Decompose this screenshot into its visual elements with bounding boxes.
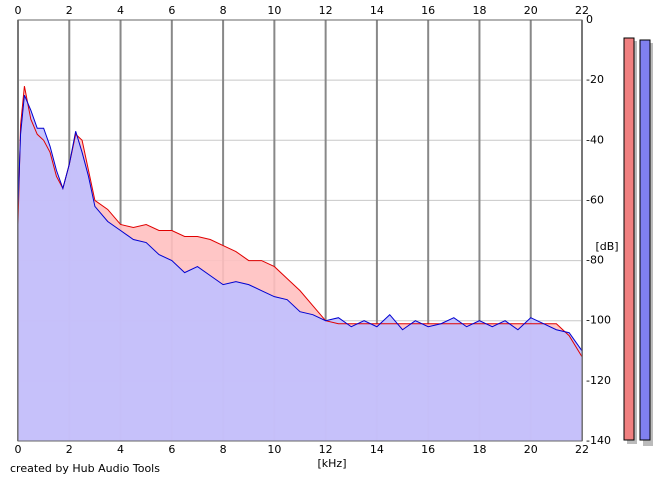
plot-frame — [17, 19, 583, 442]
y-tick-label: -20 — [586, 73, 604, 86]
left-meter — [623, 37, 635, 441]
y-tick-label: 0 — [586, 13, 593, 26]
x-tick-label-top: 22 — [575, 4, 589, 17]
y-tick-label: -40 — [586, 133, 604, 146]
x-tick-label-bottom: 14 — [370, 443, 384, 456]
x-tick-label-top: 14 — [370, 4, 384, 17]
x-tick-label-top: 18 — [472, 4, 486, 17]
y-tick-label: -140 — [586, 434, 611, 447]
right-meter — [639, 39, 651, 441]
y-tick-label: -100 — [586, 314, 611, 327]
x-tick-label-bottom: 0 — [15, 443, 22, 456]
y-tick-label: -80 — [586, 254, 604, 267]
x-tick-label-top: 4 — [117, 4, 124, 17]
x-tick-label-bottom: 4 — [117, 443, 124, 456]
y-tick-label: -120 — [586, 374, 611, 387]
x-tick-label-bottom: 8 — [220, 443, 227, 456]
x-tick-label-top: 12 — [319, 4, 333, 17]
x-tick-label-bottom: 12 — [319, 443, 333, 456]
x-tick-label-bottom: 18 — [472, 443, 486, 456]
x-tick-label-bottom: 16 — [421, 443, 435, 456]
spectrum-line — [17, 94, 583, 352]
x-tick-label-top: 6 — [168, 4, 175, 17]
x-tick-label-bottom: 2 — [66, 443, 73, 456]
x-tick-label-bottom: 6 — [168, 443, 175, 456]
x-tick-label-bottom: 20 — [524, 443, 538, 456]
x-tick-label-bottom: 10 — [267, 443, 281, 456]
x-tick-label-top: 8 — [220, 4, 227, 17]
spectrum-area — [18, 95, 582, 441]
y-axis-label: [dB] — [595, 240, 618, 253]
x-tick-label-top: 0 — [15, 4, 22, 17]
x-tick-label-top: 16 — [421, 4, 435, 17]
x-tick-label-top: 2 — [66, 4, 73, 17]
x-tick-label-top: 10 — [267, 4, 281, 17]
y-tick-label: -60 — [586, 193, 604, 206]
x-tick-label-top: 20 — [524, 4, 538, 17]
footer: created by Hub Audio Tools — [10, 462, 160, 475]
x-tick-label-bottom: 22 — [575, 443, 589, 456]
x-axis-label: [kHz] — [318, 457, 347, 470]
